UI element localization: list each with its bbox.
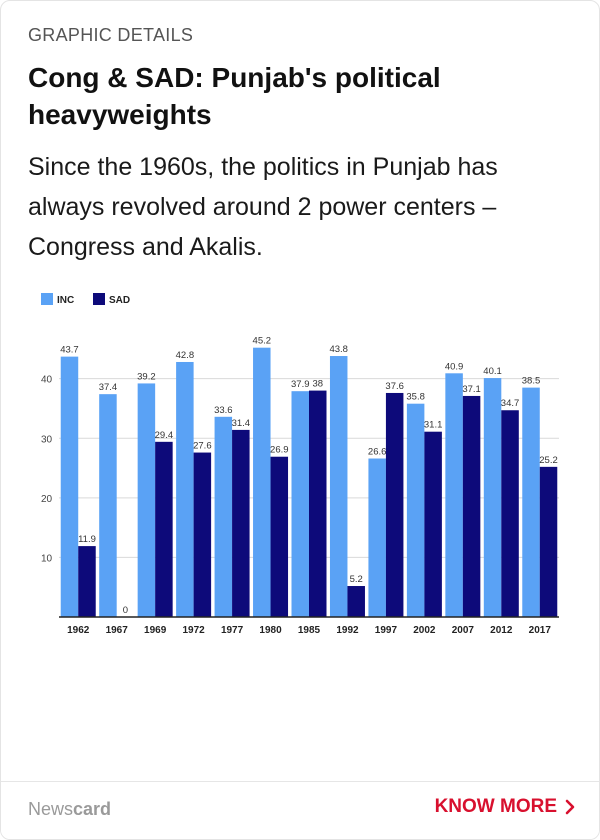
x-tick-label: 1962 (67, 625, 90, 636)
data-label-sad: 25.2 (539, 455, 558, 466)
bar-sad (539, 466, 558, 617)
bar-sad (347, 586, 365, 617)
legend-label-sad: SAD (109, 295, 130, 306)
x-tick-label: 1992 (336, 625, 359, 636)
bar-inc (368, 458, 386, 617)
bar-inc (406, 403, 425, 617)
x-tick-label: 1997 (375, 625, 398, 636)
x-tick-label: 1969 (144, 625, 167, 636)
x-tick-label: 1985 (298, 625, 321, 636)
x-tick-label: 2007 (452, 625, 475, 636)
x-tick-label: 1972 (182, 625, 205, 636)
data-label-sad: 37.1 (462, 384, 481, 395)
bar-sad (462, 395, 481, 617)
brand-logo-bold: card (73, 799, 112, 819)
data-label-sad: 38 (312, 379, 323, 390)
bar-inc (445, 373, 463, 617)
data-label-sad: 26.9 (270, 445, 289, 456)
data-label-inc: 42.8 (176, 350, 195, 361)
x-tick-label: 2017 (529, 625, 552, 636)
footer-bar: Newscard KNOW MORE (1, 781, 599, 839)
data-label-sad: 31.1 (424, 420, 443, 431)
headline: Cong & SAD: Punjab's political heavyweig… (28, 62, 441, 130)
bar-inc (99, 394, 117, 617)
bar-sad (78, 546, 96, 617)
subheadline: Since the 1960s, the politics in Punjab … (28, 153, 498, 261)
data-label-sad: 27.6 (193, 441, 212, 452)
chevron-right-icon (565, 799, 575, 815)
y-tick-label: 30 (41, 434, 53, 445)
bar-inc (253, 347, 271, 617)
x-tick-label: 1977 (221, 625, 244, 636)
bar-inc (329, 356, 348, 617)
data-label-sad: 29.4 (155, 430, 174, 441)
data-label-sad: 34.7 (501, 398, 520, 409)
brand-logo: Newscard (28, 799, 111, 820)
brand-logo-light: News (28, 799, 74, 819)
bar-inc (214, 416, 233, 617)
bar-sad (309, 390, 327, 617)
x-tick-label: 2002 (413, 625, 436, 636)
bar-inc (176, 361, 194, 617)
x-tick-label: 1980 (259, 625, 282, 636)
bar-sad (270, 456, 289, 617)
know-more-button[interactable]: KNOW MORE (435, 796, 575, 818)
chart-svg: INC SAD 10 20 30 40 43.7 11.9 1962 37.4 0 1967 39.2 2… (41, 293, 559, 636)
data-label-inc: 38.5 (522, 376, 541, 387)
data-label-inc: 26.6 (368, 447, 387, 458)
bar-sad (155, 441, 173, 617)
x-tick-label: 2012 (490, 625, 513, 636)
bar-sad (501, 410, 519, 617)
data-label-inc: 39.2 (137, 371, 156, 382)
data-label-inc: 37.4 (99, 382, 118, 393)
bar-sad (424, 431, 442, 617)
data-label-sad: 31.4 (232, 418, 251, 429)
bar-sad (193, 452, 212, 617)
legend-swatch-sad (93, 293, 105, 305)
bar-inc (60, 356, 79, 617)
data-label-inc: 40.1 (483, 366, 502, 377)
legend-swatch-inc (41, 293, 53, 305)
know-more-label: KNOW MORE (434, 796, 557, 817)
bar-sad (232, 429, 250, 617)
data-label-inc: 45.2 (253, 336, 271, 347)
kicker-label: GRAPHIC DETAILS (28, 25, 194, 45)
bar-inc (483, 378, 502, 617)
data-label-sad: 11.9 (78, 534, 96, 545)
data-label-sad: 37.6 (385, 381, 404, 392)
y-tick-label: 10 (41, 553, 53, 564)
data-label-inc: 43.7 (60, 345, 79, 356)
bar-inc (291, 391, 309, 617)
data-label-inc: 37.9 (291, 379, 310, 390)
bar-inc (137, 383, 156, 617)
data-label-sad: 0 (123, 605, 128, 616)
data-label-sad: 5.2 (350, 574, 363, 585)
data-label-inc: 33.6 (214, 405, 233, 416)
bar-sad (385, 392, 404, 617)
y-tick-label: 20 (41, 494, 53, 505)
legend-label-inc: INC (57, 295, 74, 306)
x-tick-label: 1967 (106, 625, 129, 636)
data-label-inc: 43.8 (329, 344, 348, 355)
bar-chart: INC SAD 10 20 30 40 43.7 11.9 1962 37.4 0 1967 39.2 2… (31, 281, 571, 651)
bar-inc (522, 387, 540, 617)
y-tick-label: 40 (41, 375, 53, 386)
data-label-inc: 35.8 (406, 392, 425, 403)
data-label-inc: 40.9 (445, 361, 464, 372)
